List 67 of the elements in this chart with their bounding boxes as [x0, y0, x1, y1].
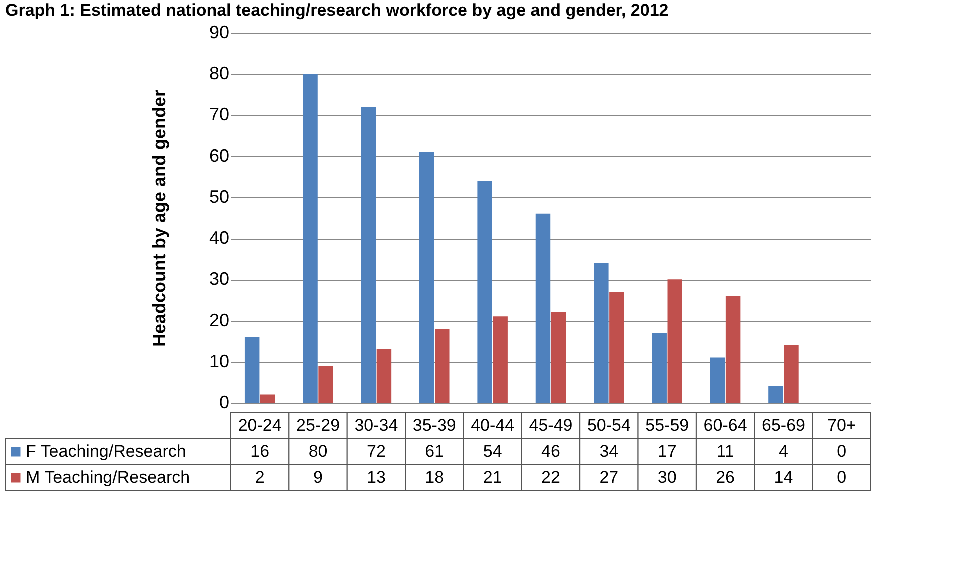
- bar: [768, 386, 784, 403]
- bar: [551, 312, 566, 403]
- data-label: 16: [250, 442, 270, 461]
- y-tick-label: 80: [209, 64, 230, 84]
- data-label: 54: [483, 442, 502, 461]
- data-label: 9: [314, 468, 324, 487]
- data-label: 27: [600, 468, 619, 487]
- x-tick-label: 50-54: [587, 416, 631, 435]
- data-label: 30: [658, 468, 677, 487]
- x-tick-label: 35-39: [412, 416, 456, 435]
- bar: [610, 292, 624, 403]
- bar: [726, 296, 741, 403]
- data-label: 80: [308, 442, 328, 461]
- data-label: 4: [778, 442, 788, 461]
- data-label: 17: [658, 442, 677, 461]
- x-tick-label: 25-29: [296, 416, 340, 435]
- chart-title: Graph 1: Estimated national teaching/research workforce by age and gender, 2012: [6, 1, 669, 20]
- x-tick-label: 20-24: [238, 416, 282, 435]
- bar: [260, 394, 276, 403]
- y-tick-label: 50: [209, 186, 230, 207]
- y-tick-label: 90: [209, 22, 230, 42]
- data-label: 11: [716, 442, 734, 461]
- y-tick-label: 20: [209, 310, 230, 330]
- bar: [361, 107, 376, 403]
- bar: [244, 337, 260, 403]
- bar: [420, 152, 434, 403]
- data-label: 22: [542, 468, 560, 487]
- data-label: 13: [366, 468, 386, 487]
- x-tick-label: 70+: [827, 416, 856, 435]
- data-label: 26: [716, 468, 736, 487]
- data-label: 61: [425, 442, 444, 461]
- y-tick-label: 30: [209, 269, 230, 290]
- legend-label: F Teaching/Research: [26, 442, 186, 461]
- data-label: 34: [600, 442, 619, 461]
- bar: [478, 181, 492, 403]
- data-label: 0: [837, 468, 847, 487]
- bar: [668, 280, 682, 403]
- bar: [652, 333, 667, 403]
- data-label: 46: [542, 442, 560, 461]
- y-tick-label: 10: [209, 351, 230, 372]
- bar: [536, 214, 551, 403]
- x-tick-label: 40-44: [471, 416, 515, 435]
- data-label: 21: [483, 468, 502, 487]
- bar: [318, 366, 334, 403]
- legend-label: M Teaching/Research: [26, 468, 190, 487]
- bar: [594, 263, 609, 403]
- y-tick-label: 60: [209, 146, 230, 166]
- bar: [784, 345, 799, 403]
- data-label: 2: [255, 468, 265, 487]
- y-tick-label: 70: [209, 104, 230, 125]
- x-tick-label: 60-64: [704, 416, 748, 435]
- bar: [493, 316, 508, 403]
- data-label: 14: [774, 468, 794, 487]
- x-tick-label: 45-49: [529, 416, 573, 435]
- y-tick-label: 40: [209, 228, 230, 248]
- x-tick-label: 30-34: [354, 416, 398, 435]
- data-label: 72: [366, 442, 386, 461]
- x-tick-label: 65-69: [762, 416, 806, 435]
- y-axis-title: Headcount by age and gender: [149, 90, 170, 348]
- bar: [435, 329, 450, 403]
- x-tick-label: 55-59: [646, 416, 690, 435]
- bar: [376, 350, 392, 403]
- data-label: 18: [425, 468, 444, 487]
- bar: [710, 358, 726, 403]
- y-tick-label: 0: [219, 392, 230, 412]
- bar: [303, 74, 318, 403]
- data-label: 0: [837, 442, 847, 461]
